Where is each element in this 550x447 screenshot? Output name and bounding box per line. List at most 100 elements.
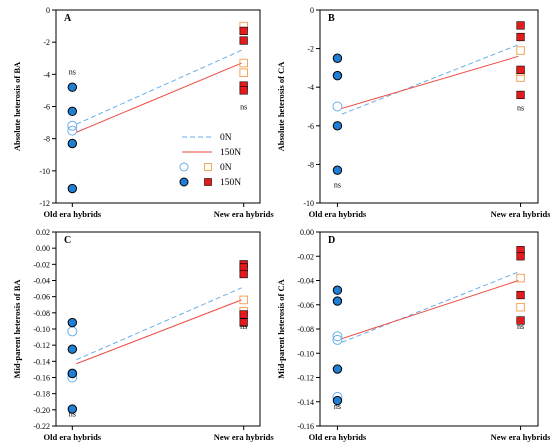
y-tick-label: -8 [43,135,50,144]
point-old-150n [332,121,343,131]
y-tick-label: -0.06 [297,301,314,310]
x-tick-label: New era hybrids [214,432,275,442]
point-old-150n [67,404,78,414]
significance-label: ns [334,402,341,411]
panel-letter: B [328,13,335,24]
trend-line-0n [341,271,519,343]
significance-label: ns [69,67,76,76]
plot-frame [319,231,539,427]
point-new-0n [239,295,248,305]
trend-line-150n [76,299,242,365]
legend-label: 0N [220,133,232,143]
y-tick-label: 0.00 [300,228,314,237]
trend-line-0n [341,44,519,115]
trend-line-0n [76,49,242,125]
y-tick-label: -0.10 [297,349,314,358]
point-new-150n [516,290,525,300]
point-old-150n [67,344,78,354]
plot-frame [55,231,261,427]
panel-letter: A [64,13,72,24]
point-new-150n [239,269,248,279]
y-tick-label: 0 [46,6,50,15]
significance-label: ns [517,103,524,112]
significance-label: ns [240,103,247,112]
point-new-150n [239,86,248,95]
y-tick-label: -0.16 [33,374,50,383]
point-old-150n [332,395,343,406]
y-tick-label: -0.20 [33,406,50,415]
y-tick-label: -2 [43,38,50,47]
point-new-0n [516,273,525,283]
point-new-150n [516,32,525,42]
point-new-150n [516,65,525,74]
y-tick-label: -0.10 [33,325,50,334]
y-tick-label: -0.12 [33,341,50,350]
y-tick-label: -2 [307,45,314,54]
point-old-150n [332,364,343,374]
panel-c: 0.02 0.00 -0.02 -0.04 -0.06 -0.08 -0.10 -0.12 -0… [12,228,274,442]
legend-label: 150N [220,178,241,188]
point-old-0n [332,334,343,345]
y-tick-label: -6 [43,103,50,112]
significance-label: ns [69,409,76,418]
panel-d: 0.00 -0.02 -0.04 -0.06 -0.08 -0.10 -0.12 -0.14 -… [276,228,550,442]
trend-line-150n [341,55,519,109]
y-tick-label: -4 [307,83,314,92]
y-tick-label: 0 [310,6,314,15]
x-tick-label: New era hybrids [491,432,550,442]
x-tick-label: Old era hybrids [309,209,367,219]
point-old-150n [332,53,343,63]
y-tick-label: -0.02 [297,252,314,261]
point-old-0n [67,125,78,136]
y-tick-label: -0.14 [33,357,50,366]
panel-letter: D [328,235,335,246]
point-old-150n [332,70,343,81]
x-tick-label: New era hybrids [491,209,550,219]
significance-label: ns [334,181,341,190]
y-tick-label: -4 [43,70,50,79]
point-new-150n [239,310,248,319]
legend-label: 0N [220,163,232,173]
point-old-150n [332,165,343,175]
y-tick-label: -0.06 [33,293,50,302]
x-tick-label: New era hybrids [214,209,275,219]
y-tick-label: -0.12 [297,374,314,383]
y-tick-label: 0.00 [36,244,50,253]
point-new-150n [516,90,525,100]
point-new-150n [239,26,248,36]
y-tick-label: -0.16 [297,422,314,431]
y-tick-label: 0.02 [36,228,50,237]
legend-marker-new-150n [204,178,212,186]
point-new-0n [239,68,248,78]
significance-label: ns [517,322,524,331]
y-tick-label: -0.22 [33,422,50,431]
point-new-150n [516,21,525,30]
trend-line-0n [76,287,242,361]
y-tick-label: -10 [303,199,314,208]
point-new-150n [239,36,248,45]
point-old-0n [67,326,78,337]
point-new-0n [516,73,525,82]
y-tick-label: -0.08 [297,325,314,334]
y-axis-title: Mid-parent heterosis of CA [276,278,286,378]
y-axis-title: Mid-parent heterosis of BA [12,279,22,379]
y-tick-label: -0.04 [297,277,314,286]
y-tick-label: -0.02 [33,260,50,269]
point-new-0n [239,58,248,68]
point-new-150n [239,318,248,327]
y-tick-label: -10 [39,167,50,176]
y-tick-label: -0.18 [33,390,50,399]
point-old-150n [67,317,78,328]
point-new-150n [516,252,525,261]
point-old-150n [67,82,78,92]
point-old-0n [67,120,78,131]
point-old-150n [332,296,343,306]
y-tick-label: -12 [39,199,50,208]
y-axis-title: Absolute heterosis of CA [276,61,286,152]
legend-marker-old-150n [179,177,189,187]
trend-line-150n [341,280,519,340]
y-tick-label: -6 [307,122,314,131]
